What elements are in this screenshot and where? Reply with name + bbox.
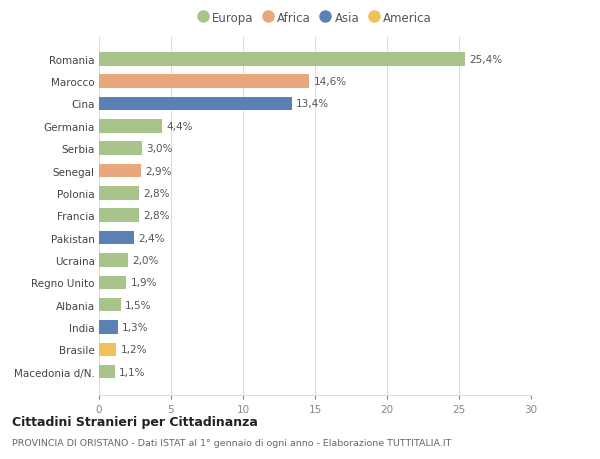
Text: 25,4%: 25,4%: [469, 55, 502, 65]
Text: 2,4%: 2,4%: [138, 233, 164, 243]
Bar: [99, 142, 142, 156]
Text: 4,4%: 4,4%: [167, 122, 193, 132]
Text: 1,2%: 1,2%: [121, 345, 147, 354]
Bar: [99, 120, 163, 133]
Text: 2,8%: 2,8%: [143, 211, 170, 221]
Bar: [99, 298, 121, 312]
Bar: [99, 365, 115, 379]
Text: 13,4%: 13,4%: [296, 99, 329, 109]
Text: 1,1%: 1,1%: [119, 367, 146, 377]
Text: 3,0%: 3,0%: [146, 144, 173, 154]
Text: 2,0%: 2,0%: [132, 255, 158, 265]
Text: 2,9%: 2,9%: [145, 166, 172, 176]
Text: 14,6%: 14,6%: [314, 77, 347, 87]
Bar: [99, 320, 118, 334]
Text: 2,8%: 2,8%: [143, 189, 170, 198]
Bar: [99, 343, 116, 356]
Text: Cittadini Stranieri per Cittadinanza: Cittadini Stranieri per Cittadinanza: [12, 415, 258, 428]
Bar: [99, 254, 128, 267]
Bar: [99, 98, 292, 111]
Text: 1,5%: 1,5%: [125, 300, 151, 310]
Text: 1,3%: 1,3%: [122, 322, 149, 332]
Text: 1,9%: 1,9%: [131, 278, 157, 288]
Bar: [99, 164, 141, 178]
Bar: [99, 276, 127, 289]
Text: PROVINCIA DI ORISTANO - Dati ISTAT al 1° gennaio di ogni anno - Elaborazione TUT: PROVINCIA DI ORISTANO - Dati ISTAT al 1°…: [12, 438, 451, 448]
Bar: [99, 209, 139, 223]
Bar: [99, 231, 134, 245]
Bar: [99, 187, 139, 200]
Legend: Europa, Africa, Asia, America: Europa, Africa, Asia, America: [196, 10, 434, 27]
Bar: [99, 53, 465, 67]
Bar: [99, 75, 309, 89]
